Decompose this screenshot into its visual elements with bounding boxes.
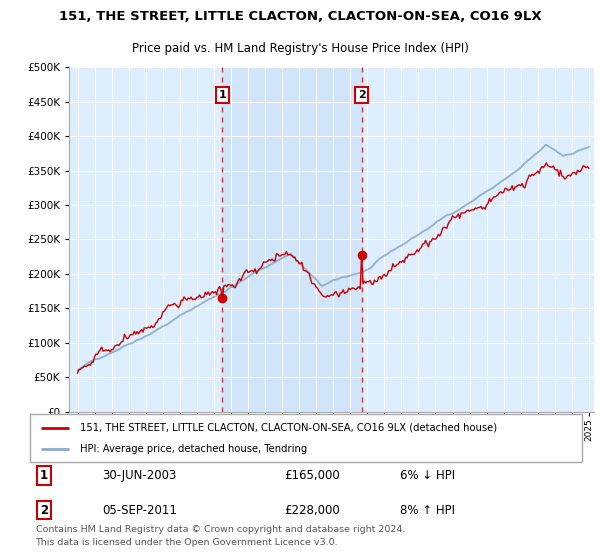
- Text: 30-JUN-2003: 30-JUN-2003: [102, 469, 176, 482]
- FancyBboxPatch shape: [30, 414, 582, 462]
- Text: Contains HM Land Registry data © Crown copyright and database right 2024.
This d: Contains HM Land Registry data © Crown c…: [35, 525, 405, 547]
- Text: £165,000: £165,000: [284, 469, 340, 482]
- Text: £228,000: £228,000: [284, 503, 340, 516]
- Text: 1: 1: [40, 469, 48, 482]
- Bar: [223, 67, 362, 412]
- Text: 05-SEP-2011: 05-SEP-2011: [102, 503, 176, 516]
- Text: 2: 2: [358, 90, 365, 100]
- Text: 151, THE STREET, LITTLE CLACTON, CLACTON-ON-SEA, CO16 9LX: 151, THE STREET, LITTLE CLACTON, CLACTON…: [59, 10, 541, 23]
- Text: 6% ↓ HPI: 6% ↓ HPI: [400, 469, 455, 482]
- Text: HPI: Average price, detached house, Tendring: HPI: Average price, detached house, Tend…: [80, 444, 307, 454]
- Text: 2: 2: [40, 503, 48, 516]
- Text: Price paid vs. HM Land Registry's House Price Index (HPI): Price paid vs. HM Land Registry's House …: [131, 41, 469, 55]
- Text: 151, THE STREET, LITTLE CLACTON, CLACTON-ON-SEA, CO16 9LX (detached house): 151, THE STREET, LITTLE CLACTON, CLACTON…: [80, 423, 497, 433]
- Text: 1: 1: [218, 90, 226, 100]
- Text: 8% ↑ HPI: 8% ↑ HPI: [400, 503, 455, 516]
